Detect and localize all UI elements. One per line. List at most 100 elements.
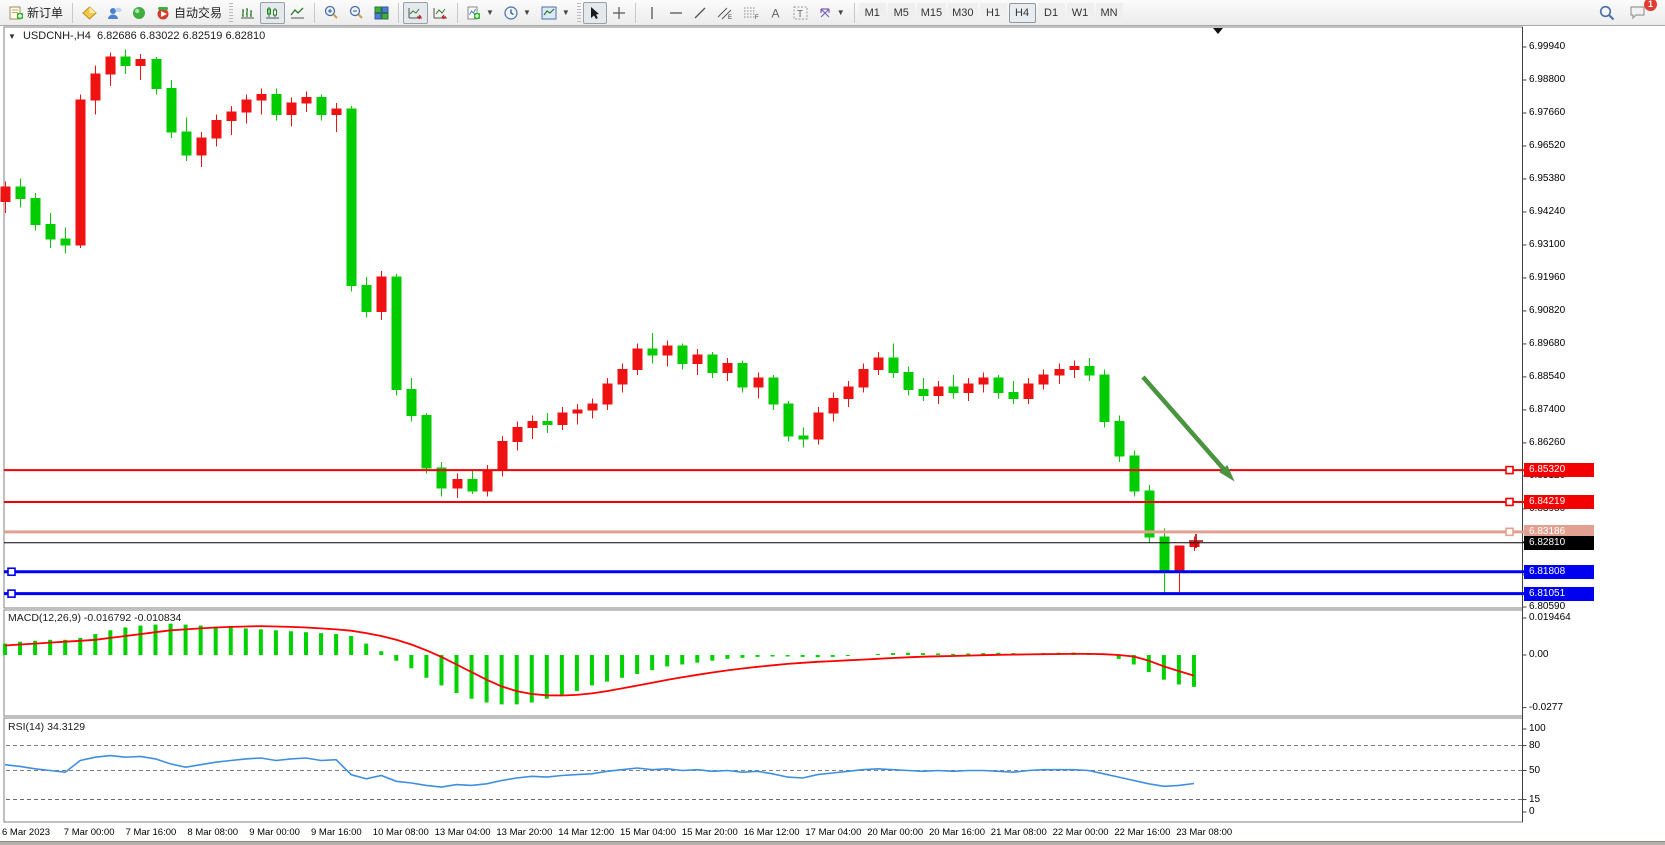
toolbar: 新订单 自动交易 ▼ ▼	[0, 0, 1665, 26]
clock-icon	[504, 5, 518, 20]
dropdown-caret: ▼	[486, 8, 494, 17]
text-label-button[interactable]: T	[788, 2, 813, 24]
arrows-icon	[820, 7, 830, 17]
fibonacci-icon: F	[743, 7, 759, 20]
auto-trading-button[interactable]: 自动交易	[151, 2, 227, 24]
search-icon	[1599, 5, 1615, 20]
timeframe-H1[interactable]: H1	[979, 2, 1007, 23]
bar-chart-icon	[241, 7, 255, 18]
notifications-button[interactable]	[1624, 2, 1651, 24]
macd-signal-line	[4, 625, 1195, 697]
horizontal-line-button[interactable]	[664, 2, 688, 24]
community-icon	[108, 7, 122, 19]
text-button[interactable]: A	[764, 2, 788, 24]
arrow-head	[1219, 465, 1235, 482]
signals-icon	[133, 6, 146, 19]
line-handle	[1505, 497, 1514, 507]
tile-windows-button[interactable]	[369, 2, 394, 24]
candlestick-series	[0, 49, 1200, 596]
timeframe-D1[interactable]: D1	[1037, 2, 1065, 23]
templates-button[interactable]: ▼	[536, 2, 575, 24]
auto-trading-icon	[157, 6, 169, 19]
line-chart-button[interactable]	[285, 2, 310, 24]
templates-icon	[541, 6, 557, 19]
cursor-button[interactable]	[582, 1, 607, 24]
new-order-icon	[9, 6, 23, 19]
indicators-icon	[467, 6, 481, 19]
text-label-icon: T	[793, 6, 808, 20]
notification-badge: 1	[1644, 0, 1657, 11]
toolbar-grip	[229, 2, 234, 23]
separator	[634, 2, 636, 23]
channel-icon: E	[717, 7, 732, 20]
text-icon: A	[772, 6, 780, 20]
arrows-button[interactable]: ▼	[813, 2, 850, 24]
svg-text:T: T	[797, 9, 803, 20]
search-button[interactable]	[1594, 2, 1620, 24]
chat-bubble-icon	[1630, 6, 1645, 20]
line-handle	[1505, 527, 1514, 537]
dropdown-caret: ▼	[522, 8, 531, 17]
timeframe-buttons: M1 M5 M15 M30 H1 H4 D1 W1 MN	[858, 2, 1123, 23]
separator	[853, 2, 855, 23]
last-bar-marker	[1213, 28, 1223, 34]
zoom-in-icon	[324, 5, 338, 19]
horizontal-line-icon	[669, 11, 682, 14]
zoom-out-icon	[349, 5, 363, 19]
dropdown-caret: ▼	[836, 8, 845, 17]
svg-text:A: A	[772, 6, 780, 20]
new-order-button[interactable]: 新订单	[4, 2, 68, 24]
dropdown-caret: ▼	[561, 8, 570, 17]
market-button[interactable]	[77, 2, 102, 24]
vertical-line-button[interactable]	[640, 2, 664, 24]
market-icon	[82, 5, 97, 20]
separator	[314, 2, 316, 23]
separator	[398, 2, 400, 23]
rsi-line	[4, 754, 1195, 788]
trendline-button[interactable]	[688, 2, 712, 24]
channel-button[interactable]: E	[712, 2, 738, 24]
svg-text:E: E	[728, 15, 732, 20]
toolbar-grip	[576, 2, 581, 23]
new-order-label: 新订单	[27, 6, 64, 20]
trend-arrow-annotation[interactable]	[1141, 375, 1230, 476]
signals-button[interactable]	[127, 2, 151, 24]
chart-shift-button[interactable]	[428, 2, 453, 24]
chart-shift-icon	[433, 7, 448, 19]
line-handle	[7, 589, 16, 598]
timeframe-M5[interactable]: M5	[887, 2, 915, 23]
zoom-in-button[interactable]	[319, 2, 344, 24]
fibonacci-button[interactable]: F	[738, 2, 764, 24]
last-price-cross	[1189, 534, 1203, 548]
line-chart-icon	[290, 7, 305, 18]
separator	[72, 2, 74, 23]
timeframe-MN[interactable]: MN	[1095, 2, 1123, 23]
crosshair-button[interactable]	[607, 2, 631, 24]
tile-windows-icon	[374, 6, 389, 19]
timeframe-W1[interactable]: W1	[1066, 2, 1094, 23]
auto-scroll-button[interactable]	[403, 1, 429, 24]
svg-text:F: F	[755, 15, 759, 20]
candlestick-chart-button[interactable]	[260, 1, 286, 24]
window-bottom-edge	[0, 841, 1665, 845]
bar-chart-button[interactable]	[235, 2, 260, 24]
vertical-line-icon	[651, 6, 653, 19]
timeframe-M15[interactable]: M15	[916, 2, 947, 23]
candlestick-chart-icon	[266, 6, 280, 18]
community-button[interactable]	[102, 2, 127, 24]
timeframe-M1[interactable]: M1	[858, 2, 886, 23]
line-handle	[1505, 465, 1514, 475]
crosshair-icon	[612, 6, 625, 19]
timeframe-H4[interactable]: H4	[1008, 2, 1036, 23]
separator	[457, 2, 459, 23]
cursor-icon	[591, 6, 600, 19]
trendline-icon	[694, 7, 706, 18]
periods-button[interactable]: ▼	[499, 2, 536, 24]
line-handle	[7, 567, 16, 577]
indicators-button[interactable]: ▼	[462, 2, 499, 24]
timeframe-M30[interactable]: M30	[948, 2, 978, 23]
zoom-out-button[interactable]	[344, 2, 369, 24]
auto-scroll-icon	[408, 7, 423, 19]
